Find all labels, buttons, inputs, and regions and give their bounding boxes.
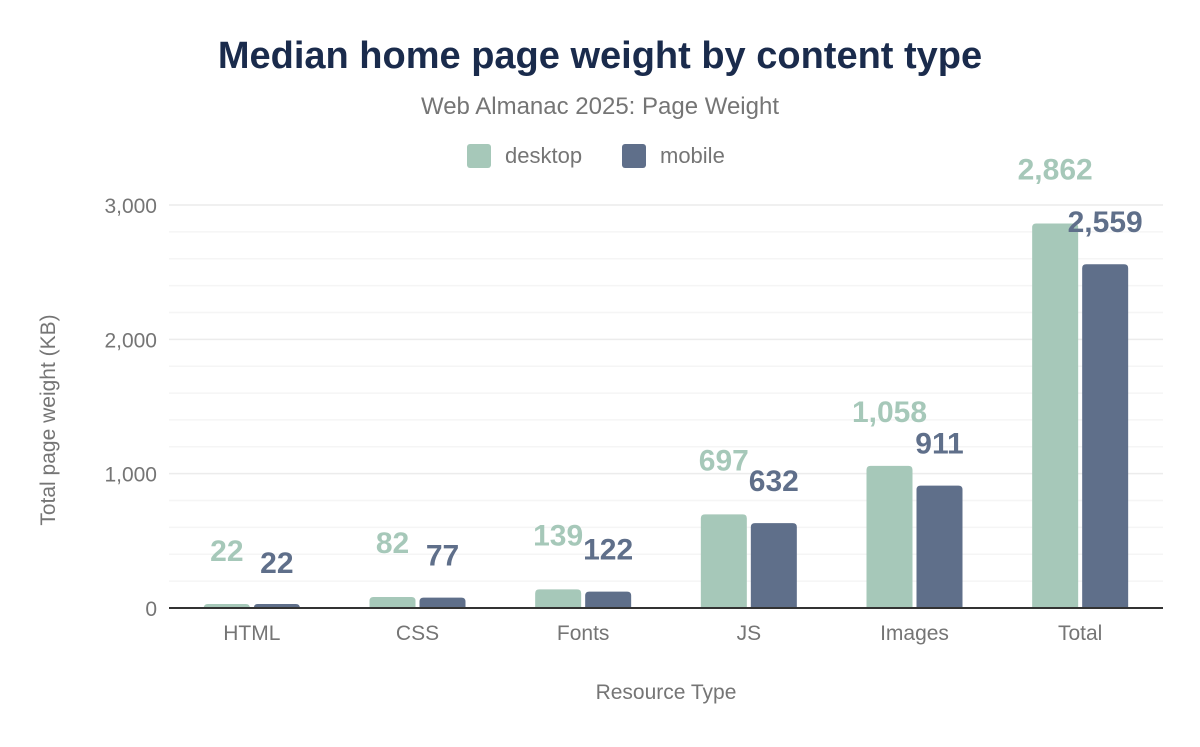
bar-mobile: [1082, 264, 1129, 608]
x-tick-label: Images: [880, 622, 949, 645]
bar-desktop: [1032, 223, 1079, 608]
data-label-desktop: 22: [210, 535, 243, 568]
x-tick-label: CSS: [396, 622, 439, 645]
data-label-desktop: 139: [533, 519, 583, 552]
data-label-desktop: 1,058: [852, 396, 927, 429]
x-tick-label: Fonts: [557, 622, 610, 645]
y-tick-label: 3,000: [104, 195, 157, 218]
data-label-mobile: 632: [749, 465, 799, 498]
data-label-mobile: 911: [915, 428, 963, 461]
data-label-mobile: 122: [583, 534, 633, 567]
legend-label-desktop: desktop: [505, 143, 582, 168]
data-label-mobile: 22: [260, 547, 293, 580]
data-label-mobile: 2,559: [1068, 206, 1143, 239]
bar-desktop: [700, 514, 747, 608]
chart-title: Median home page weight by content type: [218, 35, 982, 77]
bar-desktop: [866, 465, 913, 608]
bar-desktop: [369, 596, 416, 608]
bar-mobile: [750, 523, 797, 608]
y-axis-title: Total page weight (KB): [37, 314, 60, 525]
bar-mobile: [419, 597, 466, 608]
legend-label-mobile: mobile: [660, 143, 725, 168]
chart-subtitle: Web Almanac 2025: Page Weight: [421, 93, 779, 120]
y-tick-label: 0: [145, 598, 157, 621]
data-label-desktop: 697: [699, 444, 749, 477]
y-axis: 0 1,000 2,000 3,000: [104, 195, 157, 621]
bar-mobile: [916, 485, 963, 608]
data-label-desktop: 82: [376, 527, 409, 560]
bar-desktop: [535, 589, 582, 608]
x-tick-label: Total: [1058, 622, 1102, 645]
y-tick-label: 1,000: [104, 464, 157, 487]
legend-swatch-mobile: [622, 144, 646, 168]
data-label-mobile: 77: [426, 540, 459, 573]
data-label-desktop: 2,862: [1018, 154, 1093, 187]
x-axis: HTML CSS Fonts JS Images Total: [169, 607, 1163, 645]
y-tick-label: 2,000: [104, 329, 157, 352]
gridlines: [169, 204, 1163, 582]
legend-swatch-desktop: [467, 144, 491, 168]
bar-mobile: [585, 591, 632, 608]
x-tick-label: HTML: [223, 622, 280, 645]
x-tick-label: JS: [737, 622, 762, 645]
x-axis-title: Resource Type: [596, 681, 737, 704]
legend: desktop mobile: [467, 143, 725, 168]
